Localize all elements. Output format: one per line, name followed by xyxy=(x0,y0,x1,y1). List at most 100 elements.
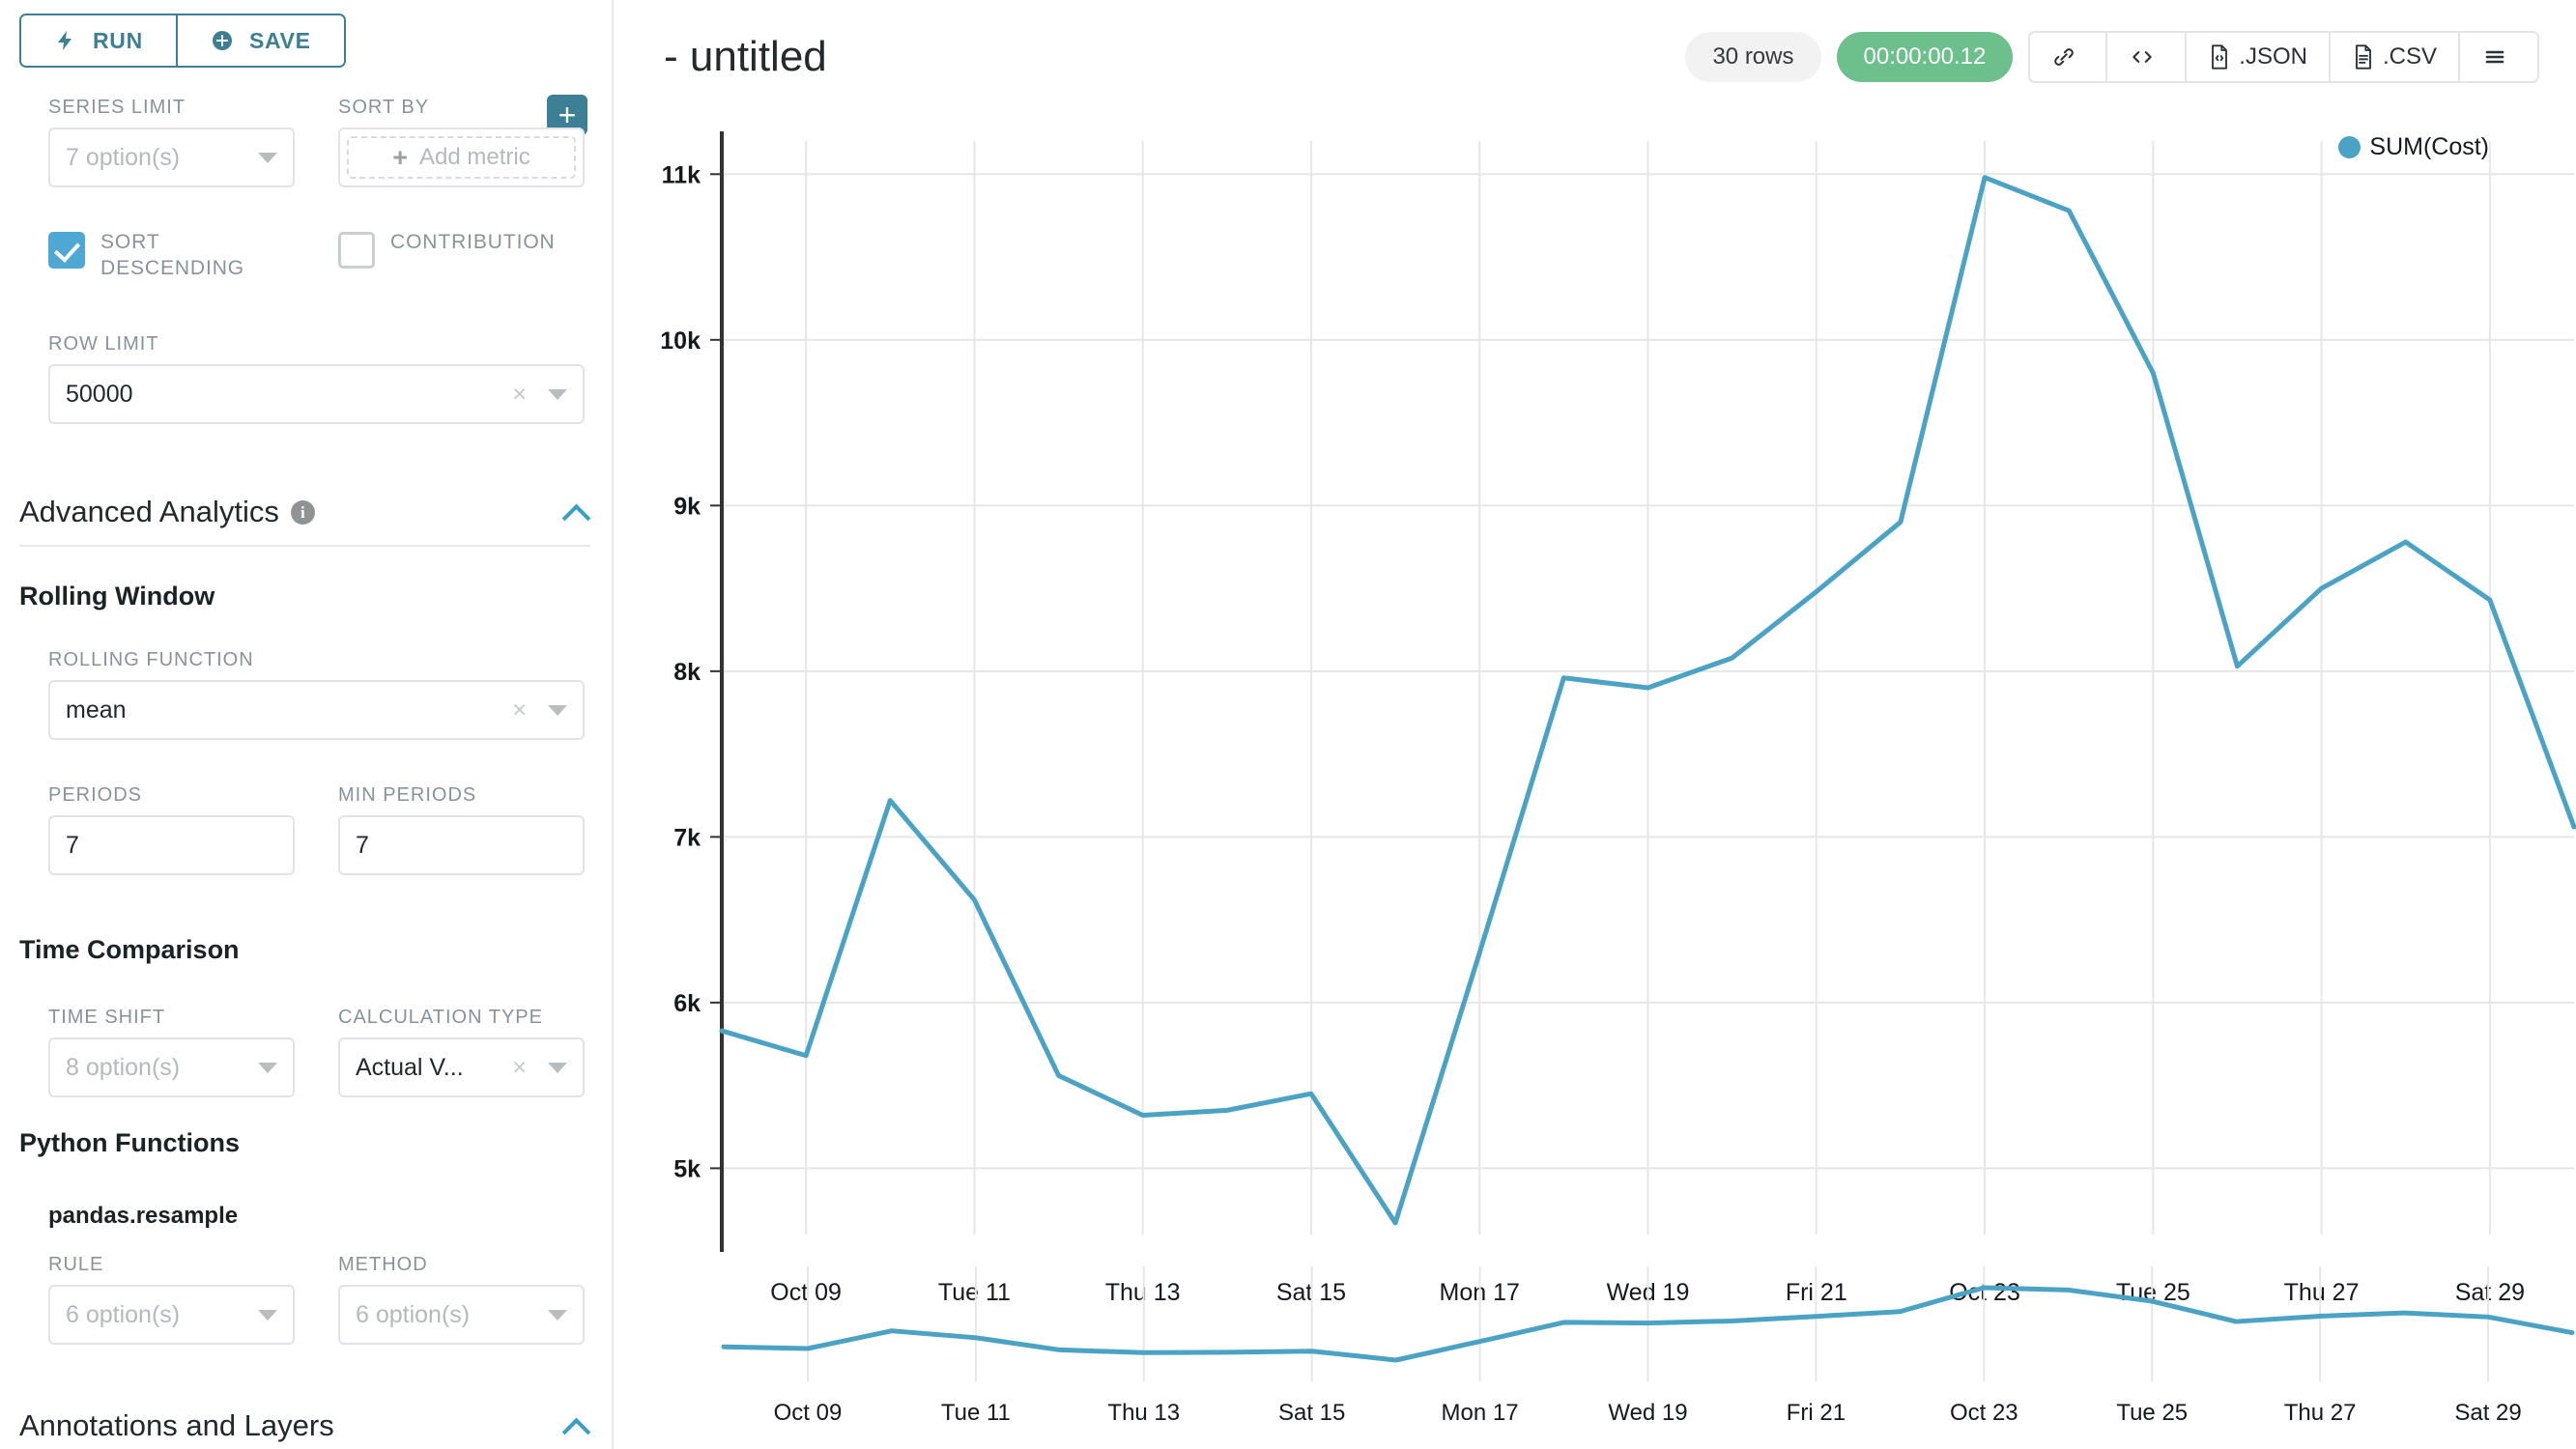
svg-text:Thu 27: Thu 27 xyxy=(2284,1400,2357,1426)
calculation-type-value: Actual V... xyxy=(356,1053,464,1081)
rule-field: RULE 6 option(s) xyxy=(48,1254,295,1345)
svg-text:5k: 5k xyxy=(673,1155,701,1182)
series-limit-value: 7 option(s) xyxy=(66,143,181,171)
series-limit-label: SERIES LIMIT xyxy=(48,97,186,118)
row-limit-select[interactable]: 50000 × xyxy=(48,364,585,424)
legend-swatch-icon xyxy=(2338,136,2361,158)
svg-text:Oct 09: Oct 09 xyxy=(770,1279,842,1306)
svg-text:Oct 23: Oct 23 xyxy=(1950,1400,2018,1426)
run-save-group: RUN SAVE xyxy=(19,14,346,68)
row-limit-value: 50000 xyxy=(66,380,133,408)
svg-text:Fri 21: Fri 21 xyxy=(1787,1400,1846,1426)
sort-descending-checkbox-row[interactable]: SORT DESCENDING xyxy=(48,230,303,282)
time-comparison-title: Time Comparison xyxy=(19,935,240,964)
rolling-function-select[interactable]: mean × xyxy=(48,680,585,740)
annotations-and-layers-section-header[interactable]: Annotations and Layers xyxy=(19,1408,590,1449)
sort-by-dropzone[interactable]: + Add metric xyxy=(338,128,585,187)
query-timer-badge: 00:00:00.12 xyxy=(1836,32,2014,82)
line-chart-svg[interactable]: 5k 6k 7k 8k 9k 10k 11k Oct 09 Tue 11 Thu 13 Sat 15… xyxy=(614,114,2576,1449)
json-file-icon xyxy=(2208,43,2231,71)
export-csv-button[interactable]: .CSV xyxy=(2328,33,2458,81)
clear-icon[interactable]: × xyxy=(512,1053,527,1081)
info-icon[interactable]: i xyxy=(290,499,315,525)
annotations-and-layers-title: Annotations and Layers xyxy=(19,1408,334,1442)
row-limit-label: ROW LIMIT xyxy=(48,333,159,355)
min-periods-label: MIN PERIODS xyxy=(338,784,477,806)
svg-text:9k: 9k xyxy=(673,493,701,520)
svg-text:Oct 09: Oct 09 xyxy=(774,1400,843,1426)
calculation-type-label: CALCULATION TYPE xyxy=(338,1007,543,1028)
time-shift-label: TIME SHIFT xyxy=(48,1007,166,1028)
export-json-button[interactable]: .JSON xyxy=(2185,33,2329,81)
min-periods-field: MIN PERIODS 7 xyxy=(338,784,585,875)
more-menu-button[interactable] xyxy=(2458,33,2537,81)
legend-label: SUM(Cost) xyxy=(2369,133,2489,160)
contribution-checkbox-row[interactable]: CONTRIBUTION xyxy=(338,230,556,269)
plus-circle-icon xyxy=(211,28,234,53)
row-limit-field: ROW LIMIT 50000 × xyxy=(48,333,585,424)
series-limit-select[interactable]: 7 option(s) xyxy=(48,128,295,187)
save-button[interactable]: SAVE xyxy=(175,15,344,66)
plus-icon: + xyxy=(392,142,409,172)
chevron-up-icon[interactable] xyxy=(563,1418,590,1434)
run-button-label: RUN xyxy=(93,27,143,53)
periods-label: PERIODS xyxy=(48,784,143,806)
python-functions-title: Python Functions xyxy=(19,1128,240,1157)
svg-text:Thu 27: Thu 27 xyxy=(2284,1279,2360,1306)
series-limit-field: SERIES LIMIT 7 option(s) xyxy=(48,97,295,187)
svg-text:6k: 6k xyxy=(673,990,701,1017)
chart-panel: - untitled 30 rows 00:00:00.12 xyxy=(614,0,2576,1449)
chart-header-actions: 30 rows 00:00:00.12 xyxy=(1685,31,2539,83)
lightning-icon xyxy=(54,28,77,53)
rolling-function-label: ROLLING FUNCTION xyxy=(48,649,254,670)
page-title[interactable]: - untitled xyxy=(664,33,827,80)
control-panel: RUN SAVE + SERIES LIMIT 7 option(s) SORT… xyxy=(0,0,614,1449)
svg-text:Thu 13: Thu 13 xyxy=(1107,1400,1180,1426)
rule-select[interactable]: 6 option(s) xyxy=(48,1285,295,1345)
clear-icon[interactable]: × xyxy=(512,380,527,408)
method-field: METHOD 6 option(s) xyxy=(338,1254,585,1345)
periods-input[interactable]: 7 xyxy=(48,815,295,875)
sort-by-label: SORT BY xyxy=(338,97,430,118)
sort-descending-checkbox[interactable] xyxy=(48,232,85,269)
add-metric-label: Add metric xyxy=(419,144,530,170)
clear-icon[interactable]: × xyxy=(512,696,527,724)
share-link-button[interactable] xyxy=(2030,33,2106,81)
method-value: 6 option(s) xyxy=(356,1300,471,1328)
svg-text:Wed 19: Wed 19 xyxy=(1608,1400,1687,1426)
hamburger-menu-icon xyxy=(2481,45,2508,69)
contribution-checkbox[interactable] xyxy=(338,232,375,269)
chart-canvas[interactable]: SUM(Cost) 5k 6k 7k 8k 9k 10k 11k Oct 09 Tue 11 Th… xyxy=(614,114,2576,1449)
periods-field: PERIODS 7 xyxy=(48,784,295,875)
method-select[interactable]: 6 option(s) xyxy=(338,1285,585,1345)
svg-text:Sat 29: Sat 29 xyxy=(2455,1279,2525,1306)
chevron-down-icon xyxy=(548,388,567,400)
pandas-resample-label: pandas.resample xyxy=(48,1203,239,1229)
chevron-up-icon[interactable] xyxy=(563,504,590,520)
export-button-group: .JSON .CSV xyxy=(2028,31,2539,83)
svg-text:Sat 15: Sat 15 xyxy=(1278,1400,1345,1426)
min-periods-input[interactable]: 7 xyxy=(338,815,585,875)
embed-code-button[interactable] xyxy=(2105,33,2186,81)
calculation-type-field: CALCULATION TYPE Actual V... × xyxy=(338,1007,585,1097)
chevron-down-icon xyxy=(258,1309,277,1321)
svg-text:Tue 11: Tue 11 xyxy=(941,1400,1011,1426)
rule-value: 6 option(s) xyxy=(66,1300,181,1328)
rolling-function-field: ROLLING FUNCTION mean × xyxy=(48,649,585,740)
export-json-label: .JSON xyxy=(2239,43,2307,70)
time-shift-value: 8 option(s) xyxy=(66,1053,181,1081)
advanced-analytics-section-header[interactable]: Advanced Analytics i xyxy=(19,495,590,547)
chevron-down-icon xyxy=(258,1062,277,1073)
time-shift-select[interactable]: 8 option(s) xyxy=(48,1037,295,1097)
sort-by-field: SORT BY + Add metric xyxy=(338,97,585,187)
rolling-function-value: mean xyxy=(66,696,127,724)
save-button-label: SAVE xyxy=(248,27,311,53)
chevron-down-icon xyxy=(548,1062,567,1073)
svg-text:Mon 17: Mon 17 xyxy=(1442,1400,1519,1426)
chart-legend[interactable]: SUM(Cost) xyxy=(2338,133,2489,161)
run-button[interactable]: RUN xyxy=(21,15,176,66)
calculation-type-select[interactable]: Actual V... × xyxy=(338,1037,585,1097)
svg-text:8k: 8k xyxy=(673,659,701,686)
chevron-down-icon xyxy=(548,1309,567,1321)
min-periods-value: 7 xyxy=(356,831,369,859)
